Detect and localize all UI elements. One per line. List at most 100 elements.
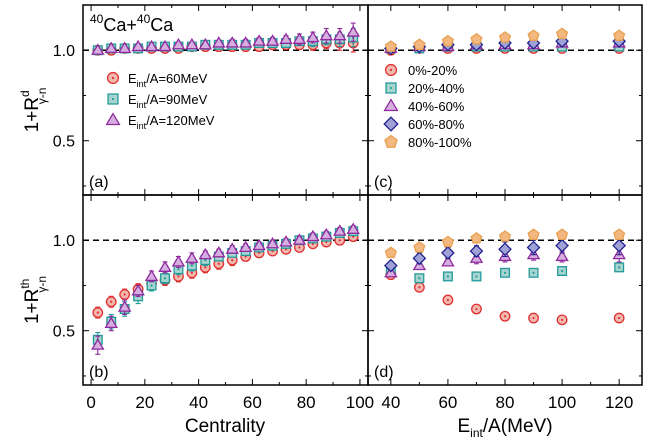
data-point-dot [532, 316, 535, 320]
data-point [319, 28, 334, 41]
data-point [346, 25, 360, 37]
panel-frame [367, 194, 643, 386]
x-tick-label: 0 [86, 393, 95, 412]
text-part: int [470, 426, 483, 440]
data-point-dot [560, 269, 564, 273]
y-axis-label-text: 1+Rd γ-n [18, 88, 49, 133]
series-triangle [91, 222, 360, 355]
data-point [612, 238, 627, 253]
text-part: /A=120MeV [146, 113, 215, 128]
x-axis-label: Eint/A(MeV) [457, 416, 552, 440]
legend-label: 60%-80% [408, 117, 465, 132]
x-tick-label: 100 [548, 393, 576, 412]
text-part: d [18, 90, 32, 97]
data-point-dot [110, 300, 113, 303]
data-point [527, 29, 540, 41]
data-point [131, 284, 145, 296]
data-point-dot [190, 271, 193, 274]
data-point-dot [446, 298, 450, 302]
data-point-dot [560, 318, 564, 321]
legend-label: Eint/A=90MeV [128, 92, 208, 110]
data-point [198, 247, 213, 260]
data-point [333, 28, 347, 41]
legend-marker-dot [389, 86, 393, 90]
y-axis-label-text: 1+Rth γ-n [18, 276, 49, 324]
data-point [104, 41, 118, 53]
text-part: int [137, 100, 147, 110]
text-part: Ca [150, 15, 174, 35]
data-point [470, 232, 483, 244]
data-point [441, 235, 455, 248]
legend-marker [383, 98, 399, 112]
data-point-dot [150, 284, 153, 287]
data-point [91, 43, 105, 55]
text-part: E [128, 71, 137, 86]
legend-marker-dot [111, 76, 115, 80]
data-point [527, 228, 540, 240]
data-point [265, 34, 280, 46]
data-point-dot [204, 259, 207, 262]
text-part: 1+R [22, 97, 43, 132]
legend-label: Eint/A=120MeV [128, 113, 215, 131]
legend-label: 80%-100% [408, 135, 472, 150]
panel-0: 0.5 1.0 (a) [53, 4, 369, 196]
data-point [469, 244, 484, 258]
text-part: Ca+ [103, 15, 137, 35]
data-point [225, 36, 239, 48]
x-tick-label: 40 [189, 393, 208, 412]
data-point [212, 246, 226, 258]
data-point [498, 230, 512, 242]
legend-marker [383, 116, 399, 132]
x-tick-label: 100 [346, 393, 374, 412]
text-part: γ-n [35, 276, 49, 293]
data-point [225, 242, 239, 254]
panel-2: 0.5 1.0 0 20 40 60 80 100 (b) [53, 194, 374, 412]
data-point [91, 338, 105, 350]
panel-title: 40Ca+40Ca [90, 12, 174, 35]
data-point [185, 251, 199, 263]
text-part: 40 [137, 12, 151, 26]
y-tick-label: 1.0 [53, 43, 75, 60]
data-point-dot [503, 271, 507, 274]
data-point [171, 255, 186, 267]
data-point-dot [298, 246, 301, 249]
legend-marker [384, 134, 398, 148]
data-point [265, 236, 280, 249]
x-tick-label: 80 [297, 393, 316, 412]
data-point [306, 30, 320, 43]
data-point [292, 233, 307, 245]
text-part: E [457, 416, 470, 437]
data-point [292, 32, 307, 44]
data-point-dot [503, 315, 507, 318]
panel-label: (d) [374, 364, 394, 381]
data-point-dot [204, 266, 207, 269]
data-point [613, 228, 626, 240]
data-point-dot [96, 311, 99, 314]
data-point-dot [475, 275, 478, 278]
data-point [384, 246, 397, 259]
data-point-dot [177, 268, 180, 271]
legend-marker-dot [389, 68, 393, 72]
data-point-dot [190, 264, 193, 267]
data-point [441, 255, 455, 267]
series-pentagon [384, 228, 626, 259]
panel-label: (a) [89, 174, 109, 191]
data-point-dot [123, 293, 126, 296]
data-point [412, 251, 427, 266]
data-point [333, 224, 347, 236]
text-part: 40 [90, 12, 104, 26]
data-point [306, 229, 320, 242]
data-point [171, 37, 186, 50]
text-part: E [128, 113, 137, 128]
y-tick-label: 0.5 [53, 324, 75, 341]
data-point [555, 228, 569, 240]
legend-label: 40%-60% [408, 99, 465, 114]
data-point-dot [446, 275, 450, 278]
data-point-dot [338, 239, 341, 242]
legend-label: Eint/A=60MeV [128, 71, 208, 89]
data-point [279, 235, 293, 247]
data-point [526, 240, 541, 255]
data-point [413, 241, 426, 253]
data-point [212, 36, 226, 48]
x-tick-label: 40 [381, 393, 400, 412]
